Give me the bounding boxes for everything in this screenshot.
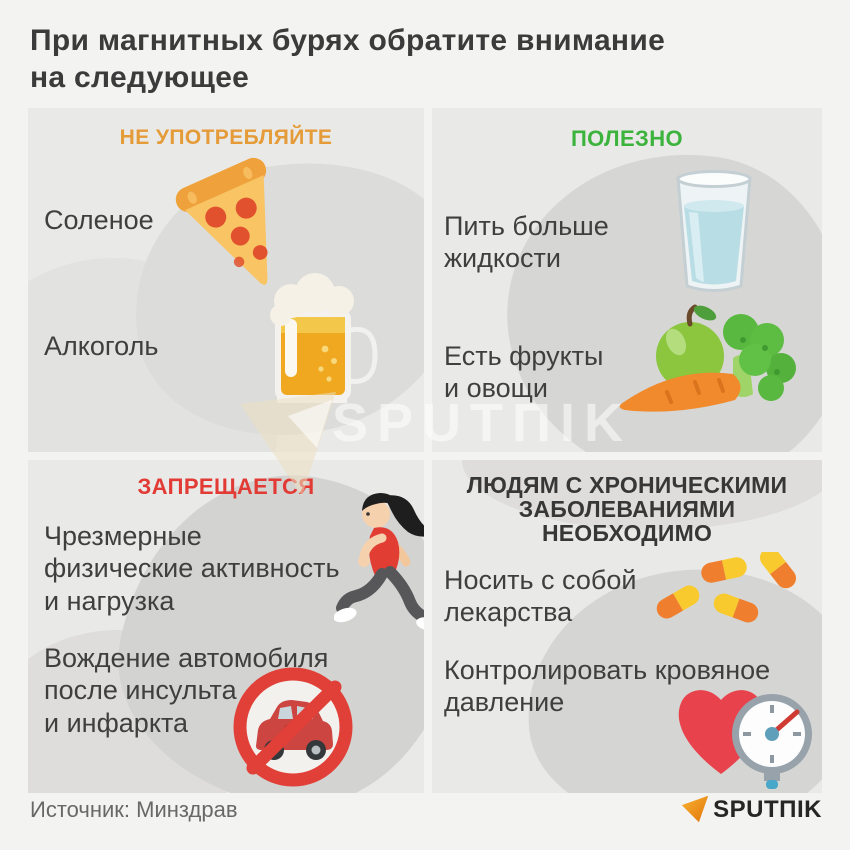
quadrant-avoid: НЕ УПОТРЕБЛЯЙТЕ Соленое — [28, 108, 424, 452]
sputnik-brand-text: SPUTΠIK — [713, 796, 822, 823]
forbidden-item-driving: Вождение автомобиля после инсульта и инф… — [44, 643, 329, 738]
pills-icon — [653, 552, 799, 634]
avoid-header: НЕ УПОТРЕБЛЯЙТЕ — [119, 126, 333, 149]
chronic-item-pressure: Контролировать кровяное давление — [444, 655, 771, 718]
sputnik-logo: SPUTΠIK — [681, 795, 822, 825]
useful-item-fruits: Есть фрукты и овощи — [444, 341, 604, 404]
water-glass-icon — [672, 168, 757, 296]
fruits-vegetables-icon — [615, 298, 797, 420]
heart-pressure-gauge-icon — [666, 672, 816, 790]
sputnik-arrow-icon — [681, 795, 709, 825]
running-person-icon — [334, 484, 424, 636]
useful-item-fluids: Пить больше жидкости — [444, 211, 609, 274]
forbidden-item-activity: Чрезмерные физические активность и нагру… — [44, 521, 340, 616]
quadrant-useful: ПОЛЕЗНО Пить больше жидкости — [432, 108, 822, 452]
quadrant-forbidden: ЗАПРЕЩАЕТСЯ Чрезмерные физические активн… — [28, 460, 424, 793]
avoid-item-salty: Соленое — [44, 205, 154, 235]
source-label: Источник: Минздрав — [30, 797, 238, 822]
page-title: При магнитных бурях обратите внимание на… — [30, 24, 666, 95]
chronic-item-medicine: Носить с собой лекарства — [444, 565, 637, 628]
quadrant-chronic: ЛЮДЯМ С ХРОНИЧЕСКИМИ ЗАБОЛЕВАНИЯМИ НЕОБХ… — [432, 460, 822, 793]
pizza-slice-icon — [146, 141, 335, 319]
useful-header: ПОЛЕЗНО — [570, 126, 684, 151]
beer-mug-icon — [255, 273, 380, 411]
chronic-header: ЛЮДЯМ С ХРОНИЧЕСКИМИ ЗАБОЛЕВАНИЯМИ НЕОБХ… — [466, 472, 788, 547]
no-driving-sign-icon — [232, 666, 354, 788]
avoid-item-alcohol: Алкоголь — [44, 331, 159, 361]
